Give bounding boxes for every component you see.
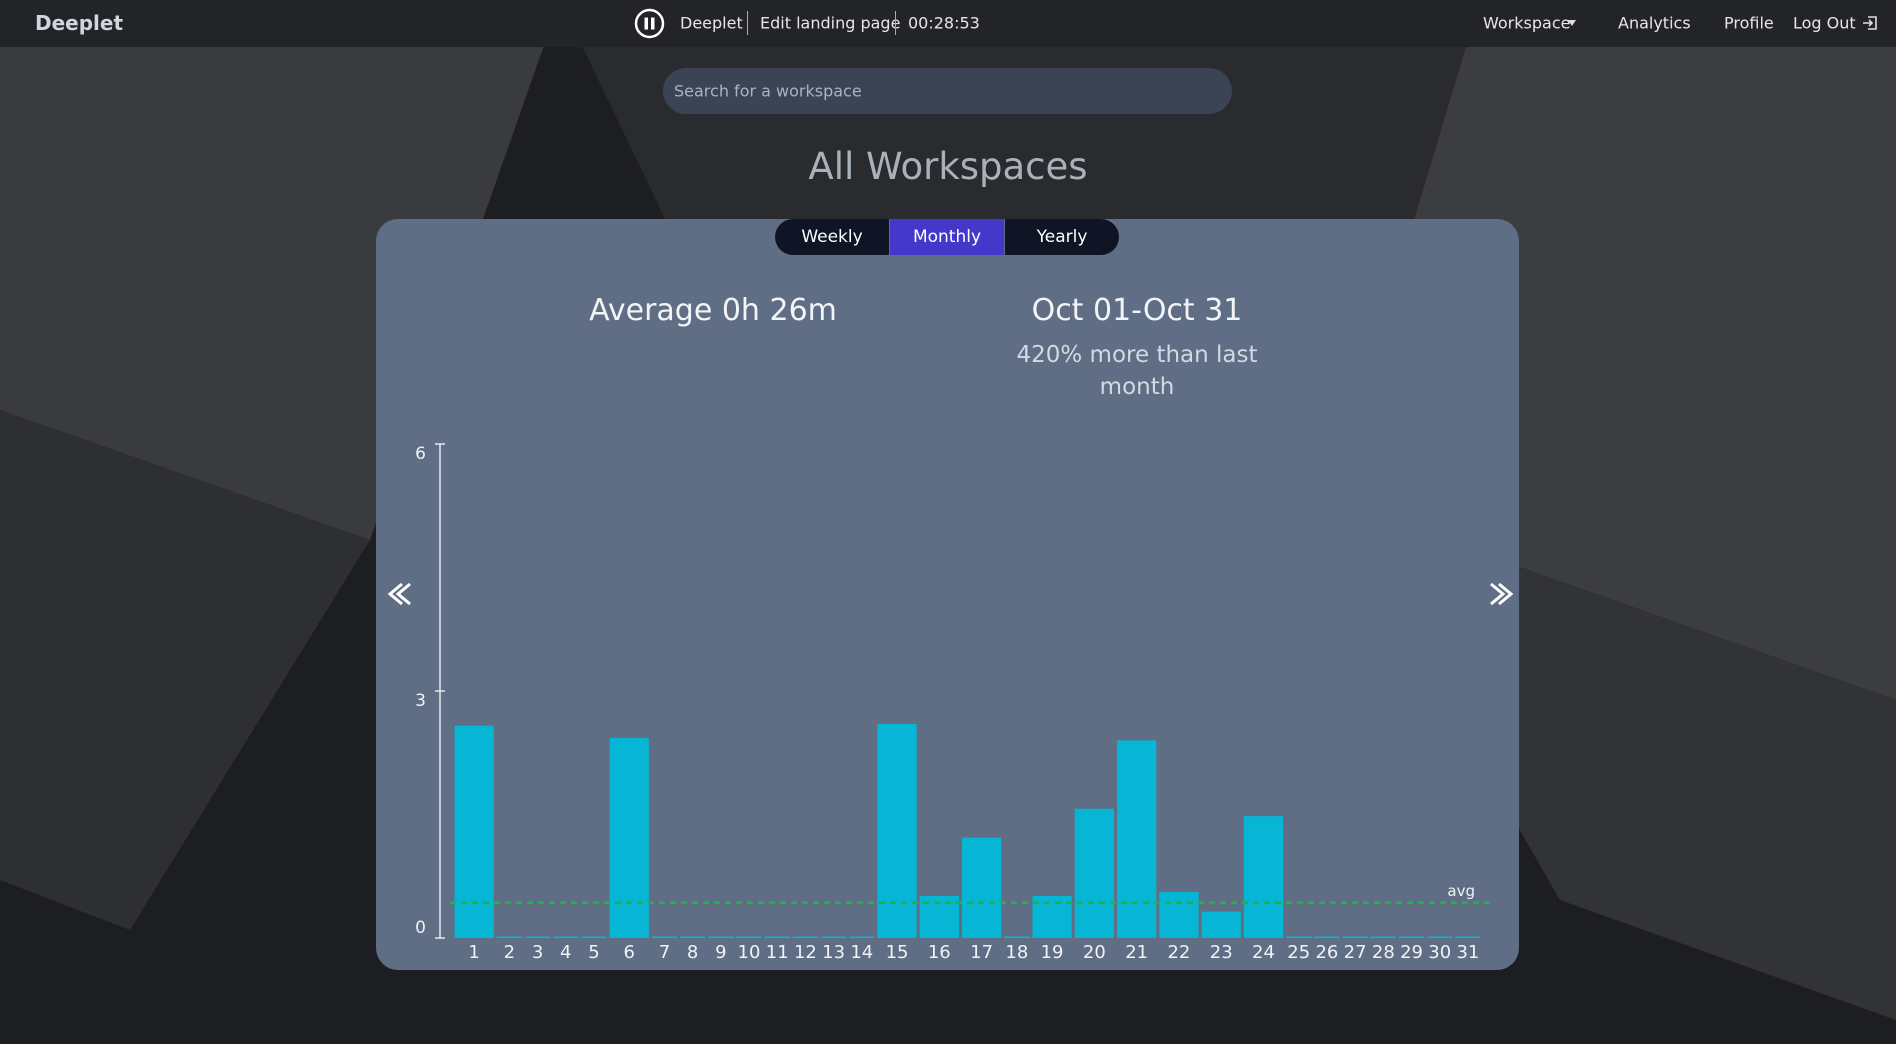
- y-tick-label: 6: [415, 444, 426, 464]
- bar: [877, 723, 917, 938]
- x-tick-label: 19: [1041, 942, 1064, 963]
- bar: [961, 837, 1002, 938]
- average: Average 0h 26m: [589, 293, 837, 328]
- bar: [1117, 740, 1157, 938]
- bar: [708, 936, 734, 938]
- bar: [651, 936, 678, 938]
- bar: [581, 936, 607, 938]
- bar: [1314, 936, 1340, 938]
- change: 420% more than last month: [1016, 342, 1258, 400]
- x-tick-label: 17: [970, 942, 993, 963]
- task-name: Edit landing page: [760, 13, 901, 33]
- project-name: Deeplet: [680, 13, 743, 33]
- search-placeholder: Search for a workspace: [674, 81, 862, 101]
- separator: [747, 11, 748, 35]
- next-arrow[interactable]: [1490, 582, 1514, 606]
- bar: [849, 936, 875, 938]
- bar: [524, 936, 551, 938]
- period-tabs: Weekly Monthly Yearly: [775, 219, 1119, 255]
- bar: [1398, 936, 1425, 938]
- nav-link[interactable]: Log Out: [1793, 13, 1856, 33]
- x-tick-label: 16: [928, 942, 951, 963]
- nav-link[interactable]: Analytics: [1618, 13, 1691, 33]
- bar: [1342, 936, 1368, 938]
- nav-link[interactable]: Workspace: [1483, 13, 1571, 33]
- x-tick-label: 23: [1210, 942, 1233, 963]
- x-tick-label: 10: [738, 942, 761, 963]
- x-tick-label: 22: [1167, 942, 1190, 963]
- search-input[interactable]: Search for a workspace: [663, 68, 1232, 114]
- timer: 00:28:53: [908, 13, 980, 33]
- tab[interactable]: Yearly: [1004, 219, 1119, 255]
- x-tick-label: 9: [715, 942, 726, 963]
- x-tick-label: 24: [1252, 942, 1275, 963]
- y-tick-label: 0: [415, 918, 426, 938]
- x-tick-label: 30: [1428, 942, 1451, 963]
- x-tick-label: 20: [1083, 942, 1106, 963]
- brand[interactable]: Deeplet: [35, 11, 124, 35]
- bar: [1159, 891, 1199, 938]
- x-tick-label: 8: [687, 942, 698, 963]
- bar: [680, 936, 706, 938]
- bar: [1243, 816, 1284, 938]
- bar: [1074, 808, 1115, 938]
- bar: [1427, 936, 1453, 938]
- bar: [454, 725, 494, 938]
- x-tick-label: 27: [1344, 942, 1367, 963]
- prev-arrow[interactable]: [387, 582, 411, 606]
- date-range: Oct 01-Oct 31: [1031, 293, 1243, 328]
- x-tick-label: 7: [659, 942, 670, 963]
- x-tick-label: 6: [623, 942, 634, 963]
- bg-shape: [0, 0, 560, 540]
- bar: [496, 936, 522, 938]
- x-tick-label: 4: [560, 942, 571, 963]
- average-label: avg: [1447, 882, 1475, 900]
- logout-icon: [1863, 16, 1877, 30]
- nav-link[interactable]: Profile: [1724, 13, 1774, 33]
- bar: [553, 936, 579, 938]
- bar: [1004, 936, 1030, 938]
- y-tick-label: 3: [415, 691, 426, 711]
- bar: [1201, 911, 1241, 938]
- x-tick-label: 29: [1400, 942, 1423, 963]
- x-tick-label: 25: [1287, 942, 1310, 963]
- bar: [1455, 936, 1481, 938]
- x-tick-label: 13: [822, 942, 845, 963]
- x-tick-label: 15: [886, 942, 909, 963]
- bar: [820, 936, 847, 938]
- x-tick-label: 14: [850, 942, 873, 963]
- x-tick-label: 12: [794, 942, 817, 963]
- page-title: All Workspaces: [808, 145, 1088, 188]
- x-tick-label: 1: [468, 942, 479, 963]
- tab[interactable]: Weekly: [801, 227, 863, 247]
- x-tick-label: 31: [1456, 942, 1479, 963]
- x-tick-label: 28: [1372, 942, 1395, 963]
- x-tick-label: 3: [532, 942, 543, 963]
- bar: [1370, 936, 1396, 938]
- dropdown-caret: [1568, 20, 1576, 26]
- x-tick-label: 11: [766, 942, 789, 963]
- x-tick-label: 2: [504, 942, 515, 963]
- navbar: Deeplet Deeplet Edit landing page 00:28:…: [0, 0, 1896, 47]
- bg-shape: [0, 410, 370, 930]
- bar: [1286, 936, 1312, 938]
- x-tick-label: 18: [1005, 942, 1028, 963]
- bar: [736, 936, 762, 938]
- separator: [895, 11, 896, 35]
- bar: [609, 737, 649, 938]
- x-tick-label: 21: [1125, 942, 1148, 963]
- bar: [764, 936, 790, 938]
- x-tick-label: 5: [588, 942, 599, 963]
- pause-button[interactable]: [634, 8, 665, 39]
- tab-active[interactable]: Monthly: [889, 219, 1004, 255]
- bar: [792, 936, 818, 938]
- analytics-panel: [376, 219, 1519, 970]
- x-tick-label: 26: [1315, 942, 1338, 963]
